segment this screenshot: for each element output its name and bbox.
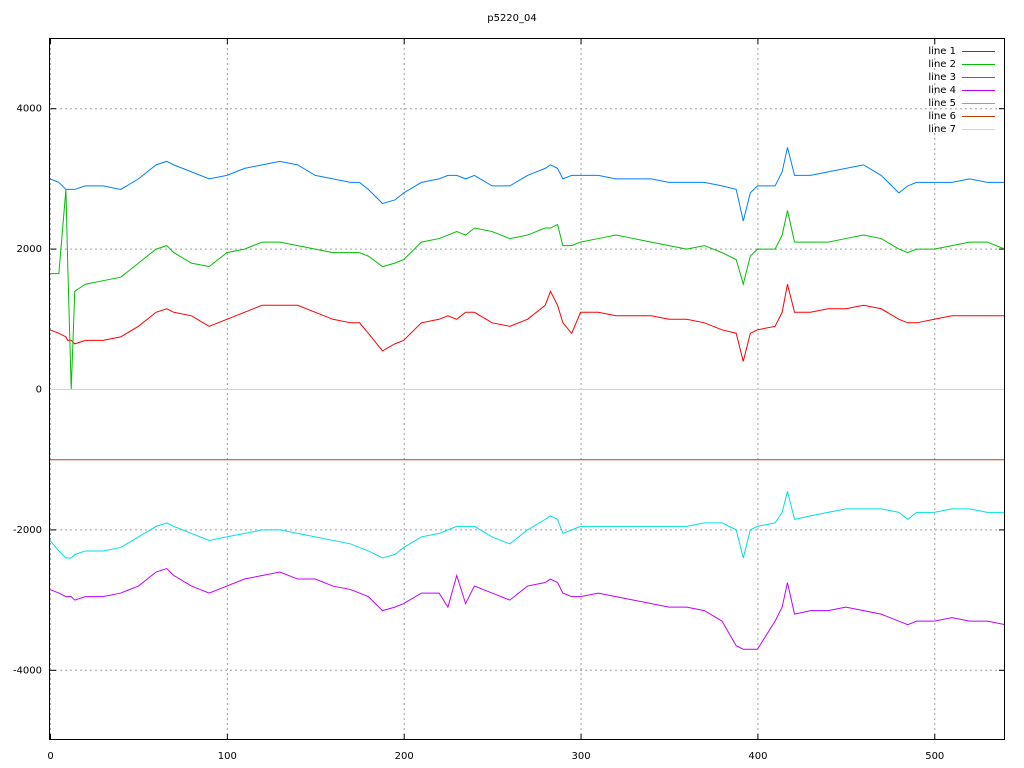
x-tick-label: 0 <box>47 751 53 762</box>
y-tick-label: 2000 <box>17 244 42 255</box>
y-tick-label: -4000 <box>13 665 42 676</box>
y-tick-label: 4000 <box>17 104 42 115</box>
data-line <box>49 284 1005 362</box>
plot-border <box>49 38 1005 740</box>
legend-label: line 3 <box>928 72 956 83</box>
x-tick-label: 200 <box>395 751 414 762</box>
y-tick-label: -2000 <box>13 525 42 536</box>
data-line <box>50 189 1006 390</box>
plot-area <box>49 147 1006 650</box>
legend-label: line 4 <box>928 85 956 96</box>
x-tick-label: 100 <box>218 751 237 762</box>
legend-label: line 1 <box>928 46 956 57</box>
legend-label: line 6 <box>928 111 956 122</box>
data-line <box>49 147 1005 222</box>
y-tick-label: 0 <box>36 385 42 396</box>
legend-label: line 7 <box>928 124 956 135</box>
data-line <box>49 567 1006 650</box>
x-tick-label: 300 <box>572 751 591 762</box>
data-line <box>49 491 1005 559</box>
x-tick-label: 400 <box>748 751 767 762</box>
x-tick-label: 500 <box>925 751 944 762</box>
legend-label: line 2 <box>928 59 956 70</box>
legend-label: line 5 <box>928 98 956 109</box>
chart-title: p5220_04 <box>487 13 537 24</box>
legend: line 1 line 2 line 3 line 4 line 5 line 6 line… <box>928 46 995 135</box>
